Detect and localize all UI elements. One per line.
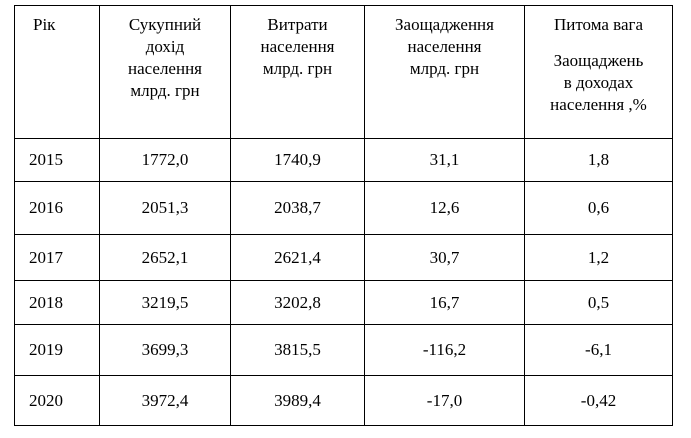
cell: 1,8 [524, 138, 673, 182]
cell: 31,1 [364, 138, 525, 182]
cell: 3219,5 [99, 280, 231, 325]
cell: -6,1 [524, 324, 673, 376]
cell: 3972,4 [99, 375, 231, 426]
cell: -0,42 [524, 375, 673, 426]
cell: 2019 [14, 324, 100, 376]
cell: 2652,1 [99, 234, 231, 281]
data-row: 2019 3699,3 3815,5 -116,2 -6,1 [14, 324, 673, 376]
header-line: Заощаджень [553, 51, 644, 70]
cell: -17,0 [364, 375, 525, 426]
data-row: 2018 3219,5 3202,8 16,7 0,5 [14, 280, 673, 325]
cell: 2621,4 [230, 234, 365, 281]
spacer [525, 36, 672, 50]
header-line: населення ,% [550, 95, 647, 114]
cell: 2051,3 [99, 181, 231, 235]
header-cell: Питома вага Заощаджень в доходах населення … [524, 5, 673, 139]
cell: 2015 [14, 138, 100, 182]
cell: 1772,0 [99, 138, 231, 182]
cell: 2018 [14, 280, 100, 325]
cell: 30,7 [364, 234, 525, 281]
header-line: дохід [145, 37, 185, 56]
cell: -116,2 [364, 324, 525, 376]
header-line: Заощадження [395, 15, 494, 34]
header-cell: Заощадження населення млрд. грн [364, 5, 525, 139]
cell: 3989,4 [230, 375, 365, 426]
header-line: населення [260, 37, 335, 56]
cell: 2017 [14, 234, 100, 281]
cell: 0,6 [524, 181, 673, 235]
cell: 3815,5 [230, 324, 365, 376]
header-line: населення [128, 59, 202, 78]
header-line: млрд. грн [130, 81, 200, 100]
cell: 0,5 [524, 280, 673, 325]
table-body: Рік Сукупний дохід населення млрд. грн Витрат… [14, 5, 673, 426]
data-table: Рік Сукупний дохід населення млрд. грн Витрат… [14, 5, 673, 426]
header-line: в доходах [563, 73, 634, 92]
cell: 3699,3 [99, 324, 231, 376]
header-line: Витрати [267, 15, 328, 34]
header-line: Питома вага [553, 15, 644, 34]
header-cell: Рік [14, 5, 100, 139]
cell: 1740,9 [230, 138, 365, 182]
header-line: млрд. грн [262, 59, 333, 78]
header-line: населення [407, 37, 482, 56]
data-row: 2016 2051,3 2038,7 12,6 0,6 [14, 181, 673, 235]
cell: 1,2 [524, 234, 673, 281]
cell: 16,7 [364, 280, 525, 325]
cell: 2016 [14, 181, 100, 235]
cell: 3202,8 [230, 280, 365, 325]
cell: 2020 [14, 375, 100, 426]
header-line: Сукупний [128, 15, 202, 34]
header-line: млрд. грн [409, 59, 480, 78]
cell: 12,6 [364, 181, 525, 235]
data-row: 2017 2652,1 2621,4 30,7 1,2 [14, 234, 673, 281]
header-row: Рік Сукупний дохід населення млрд. грн Витрат… [14, 5, 673, 139]
cell: 2038,7 [230, 181, 365, 235]
header-line: Рік [33, 15, 56, 34]
header-cell: Витрати населення млрд. грн [230, 5, 365, 139]
header-cell: Сукупний дохід населення млрд. грн [99, 5, 231, 139]
data-row: 2015 1772,0 1740,9 31,1 1,8 [14, 138, 673, 182]
data-row: 2020 3972,4 3989,4 -17,0 -0,42 [14, 375, 673, 426]
